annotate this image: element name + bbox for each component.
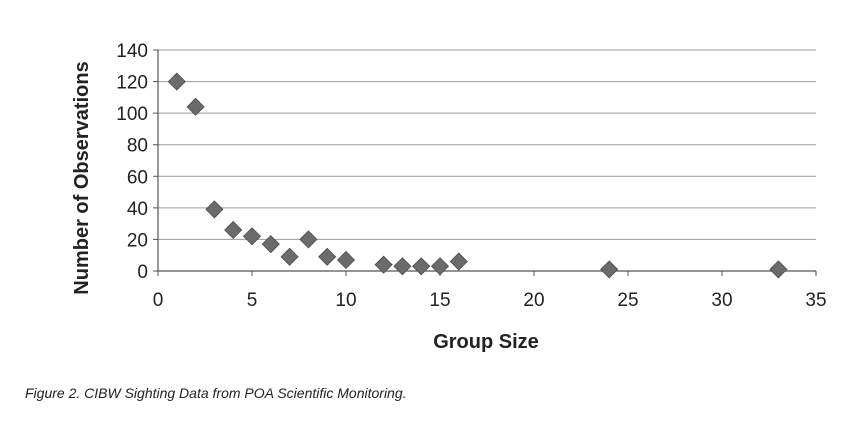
data-point-12: [412, 257, 431, 276]
data-point-8: [318, 247, 337, 266]
y-tick-labels: 0 20 40 60 80 100 120 140: [116, 41, 158, 283]
y-tick-label-120: 120: [116, 73, 148, 94]
data-point-9: [336, 250, 356, 270]
x-tick-label-30: 30: [711, 290, 732, 311]
data-point-6: [280, 247, 299, 266]
x-tick-label-15: 15: [429, 290, 450, 311]
data-point-11: [393, 257, 412, 276]
y-tick-label-0: 0: [137, 262, 148, 283]
x-tick-label-5: 5: [247, 290, 258, 311]
data-point-14: [449, 252, 468, 271]
x-tick-label-0: 0: [153, 290, 164, 311]
y-axis-title: Number of Observations: [71, 61, 93, 294]
scatter-chart: 0 20 40 60 80 100 120 140 0 5 10 15 20 25 30 35 Group …: [71, 41, 827, 353]
x-axis-title: Group Size: [433, 331, 539, 353]
data-point-1: [186, 97, 205, 116]
gridlines: [158, 49, 816, 240]
data-point-0: [167, 72, 186, 91]
x-tick-label-10: 10: [335, 290, 356, 311]
data-point-4: [242, 227, 262, 246]
y-tick-label-140: 140: [116, 41, 148, 62]
x-tick-labels: 0 5 10 15 20 25 30 35: [153, 271, 827, 311]
y-tick-label-60: 60: [127, 167, 148, 188]
x-tick-label-25: 25: [617, 290, 638, 311]
data-point-15: [600, 260, 619, 279]
data-point-3: [224, 220, 243, 240]
data-point-10: [374, 255, 393, 274]
x-tick-label-35: 35: [805, 290, 826, 311]
data-point-2: [205, 200, 224, 219]
data-point-13: [430, 257, 450, 276]
data-point-5: [261, 235, 280, 254]
axes: [157, 50, 816, 272]
y-tick-label-80: 80: [127, 136, 148, 157]
y-tick-label-20: 20: [127, 230, 148, 251]
x-tick-label-20: 20: [523, 290, 544, 311]
data-point-16: [769, 260, 788, 279]
y-tick-label-100: 100: [116, 104, 148, 125]
y-tick-label-40: 40: [127, 199, 148, 220]
data-point-7: [299, 230, 318, 249]
data-points: [167, 72, 788, 279]
figure-caption: Figure 2. CIBW Sighting Data from POA Sc…: [25, 385, 407, 401]
